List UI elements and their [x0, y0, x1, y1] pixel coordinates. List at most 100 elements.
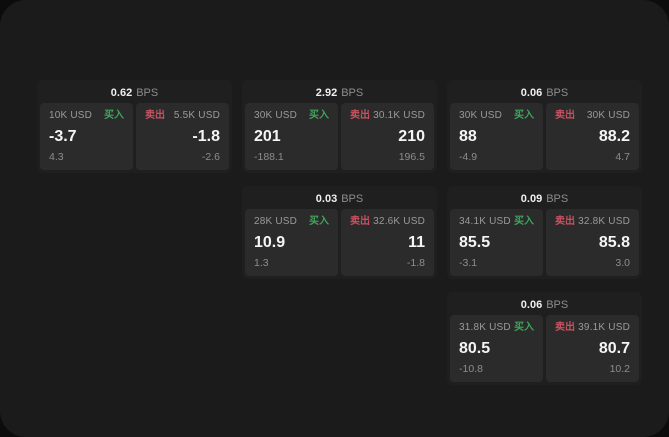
sell-side-label: 卖出 — [350, 216, 370, 227]
sell-tile[interactable]: 卖出 5.5K USD -1.8 -2.6 — [136, 103, 229, 170]
sell-tile-header: 卖出 32.6K USD — [350, 216, 425, 228]
cards-grid: 0.62 BPS 10K USD 买入 -3.7 4.3 卖出 5.5K USD… — [37, 80, 642, 385]
bps-value: 0.03 — [315, 193, 338, 205]
bps-unit-label: BPS — [546, 299, 569, 311]
buy-tile[interactable]: 28K USD 买入 10.9 1.3 — [245, 209, 338, 276]
sell-price: 85.8 — [598, 233, 630, 251]
buy-side-label: 买入 — [309, 110, 329, 121]
sell-tile[interactable]: 卖出 39.1K USD 80.7 10.2 — [546, 315, 639, 382]
sell-side-label: 卖出 — [555, 110, 575, 121]
buy-tile[interactable]: 31.8K USD 买入 80.5 -10.8 — [450, 315, 543, 382]
buy-notional: 30K USD — [459, 110, 503, 121]
buy-sell-tiles: 30K USD 买入 88 -4.9 卖出 30K USD 88.2 4.7 — [450, 103, 639, 170]
sell-price: 80.7 — [598, 339, 630, 357]
buy-side-label: 买入 — [309, 216, 329, 227]
bps-unit-label: BPS — [341, 193, 364, 205]
bps-unit-label: BPS — [546, 87, 569, 99]
bps-unit-label: BPS — [341, 87, 364, 99]
sell-notional: 30K USD — [586, 110, 630, 121]
sell-tile[interactable]: 卖出 30.1K USD 210 196.5 — [341, 103, 434, 170]
buy-delta: -3.1 — [459, 257, 478, 269]
buy-tile[interactable]: 30K USD 买入 88 -4.9 — [450, 103, 543, 170]
sell-delta: 4.7 — [615, 151, 630, 163]
sell-notional: 32.6K USD — [373, 216, 425, 227]
bps-unit-label: BPS — [136, 87, 159, 99]
buy-tile-header: 10K USD 买入 — [49, 110, 124, 122]
buy-delta: -188.1 — [254, 151, 284, 163]
sell-tile-header: 卖出 30.1K USD — [350, 110, 425, 122]
sell-notional: 32.8K USD — [578, 216, 630, 227]
buy-notional: 34.1K USD — [459, 216, 511, 227]
buy-notional: 31.8K USD — [459, 322, 511, 333]
sell-delta: -1.8 — [406, 257, 425, 269]
card-header: 0.62 BPS — [40, 83, 229, 103]
card-header: 0.09 BPS — [450, 189, 639, 209]
card-header: 0.03 BPS — [245, 189, 434, 209]
sell-side-label: 卖出 — [555, 216, 575, 227]
buy-delta: -10.8 — [459, 363, 483, 375]
buy-sell-tiles: 28K USD 买入 10.9 1.3 卖出 32.6K USD 11 -1.8 — [245, 209, 434, 276]
bps-card[interactable]: 0.09 BPS 34.1K USD 买入 85.5 -3.1 卖出 32.8K… — [447, 186, 642, 279]
bps-value: 2.92 — [315, 87, 338, 99]
card-header: 2.92 BPS — [245, 83, 434, 103]
sell-side-label: 卖出 — [555, 322, 575, 333]
buy-sell-tiles: 34.1K USD 买入 85.5 -3.1 卖出 32.8K USD 85.8… — [450, 209, 639, 276]
buy-tile[interactable]: 10K USD 买入 -3.7 4.3 — [40, 103, 133, 170]
bps-card[interactable]: 2.92 BPS 30K USD 买入 201 -188.1 卖出 30.1K … — [242, 80, 437, 173]
buy-price: -3.7 — [49, 127, 77, 145]
bps-card[interactable]: 0.03 BPS 28K USD 买入 10.9 1.3 卖出 32.6K US… — [242, 186, 437, 279]
sell-delta: -2.6 — [201, 151, 220, 163]
buy-price: 85.5 — [459, 233, 491, 251]
sell-tile-header: 卖出 32.8K USD — [555, 216, 630, 228]
buy-price: 10.9 — [254, 233, 286, 251]
bps-value: 0.62 — [110, 87, 133, 99]
sell-side-label: 卖出 — [145, 110, 165, 121]
buy-sell-tiles: 10K USD 买入 -3.7 4.3 卖出 5.5K USD -1.8 -2.… — [40, 103, 229, 170]
sell-delta: 196.5 — [398, 151, 425, 163]
buy-side-label: 买入 — [514, 216, 534, 227]
buy-side-label: 买入 — [104, 110, 124, 121]
buy-delta: 4.3 — [49, 151, 64, 163]
sell-notional: 5.5K USD — [173, 110, 220, 121]
buy-tile[interactable]: 30K USD 买入 201 -188.1 — [245, 103, 338, 170]
buy-tile[interactable]: 34.1K USD 买入 85.5 -3.1 — [450, 209, 543, 276]
sell-tile-header: 卖出 39.1K USD — [555, 322, 630, 334]
bps-card[interactable]: 0.62 BPS 10K USD 买入 -3.7 4.3 卖出 5.5K USD… — [37, 80, 232, 173]
buy-side-label: 买入 — [514, 110, 534, 121]
buy-notional: 28K USD — [254, 216, 298, 227]
buy-price: 88 — [459, 127, 477, 145]
buy-delta: 1.3 — [254, 257, 269, 269]
buy-delta: -4.9 — [459, 151, 478, 163]
sell-tile[interactable]: 卖出 30K USD 88.2 4.7 — [546, 103, 639, 170]
buy-tile-header: 28K USD 买入 — [254, 216, 329, 228]
sell-notional: 39.1K USD — [578, 322, 630, 333]
card-header: 0.06 BPS — [450, 295, 639, 315]
sell-side-label: 卖出 — [350, 110, 370, 121]
buy-sell-tiles: 30K USD 买入 201 -188.1 卖出 30.1K USD 210 1… — [245, 103, 434, 170]
bps-value: 0.09 — [520, 193, 543, 205]
buy-sell-tiles: 31.8K USD 买入 80.5 -10.8 卖出 39.1K USD 80.… — [450, 315, 639, 382]
sell-tile[interactable]: 卖出 32.8K USD 85.8 3.0 — [546, 209, 639, 276]
sell-tile-header: 卖出 30K USD — [555, 110, 630, 122]
bps-value: 0.06 — [520, 87, 543, 99]
buy-price: 80.5 — [459, 339, 491, 357]
sell-price: 88.2 — [598, 127, 630, 145]
card-header: 0.06 BPS — [450, 83, 639, 103]
buy-price: 201 — [254, 127, 281, 145]
sell-tile-header: 卖出 5.5K USD — [145, 110, 220, 122]
sell-price: -1.8 — [192, 127, 220, 145]
bps-card[interactable]: 0.06 BPS 31.8K USD 买入 80.5 -10.8 卖出 39.1… — [447, 292, 642, 385]
sell-price: 11 — [408, 233, 425, 251]
bps-unit-label: BPS — [546, 193, 569, 205]
buy-notional: 30K USD — [254, 110, 298, 121]
sell-price: 210 — [398, 127, 425, 145]
bps-card[interactable]: 0.06 BPS 30K USD 买入 88 -4.9 卖出 30K USD 8… — [447, 80, 642, 173]
buy-tile-header: 30K USD 买入 — [254, 110, 329, 122]
bps-value: 0.06 — [520, 299, 543, 311]
sell-notional: 30.1K USD — [373, 110, 425, 121]
sell-delta: 10.2 — [609, 363, 630, 375]
buy-tile-header: 31.8K USD 买入 — [459, 322, 534, 334]
buy-side-label: 买入 — [514, 322, 534, 333]
sell-tile[interactable]: 卖出 32.6K USD 11 -1.8 — [341, 209, 434, 276]
